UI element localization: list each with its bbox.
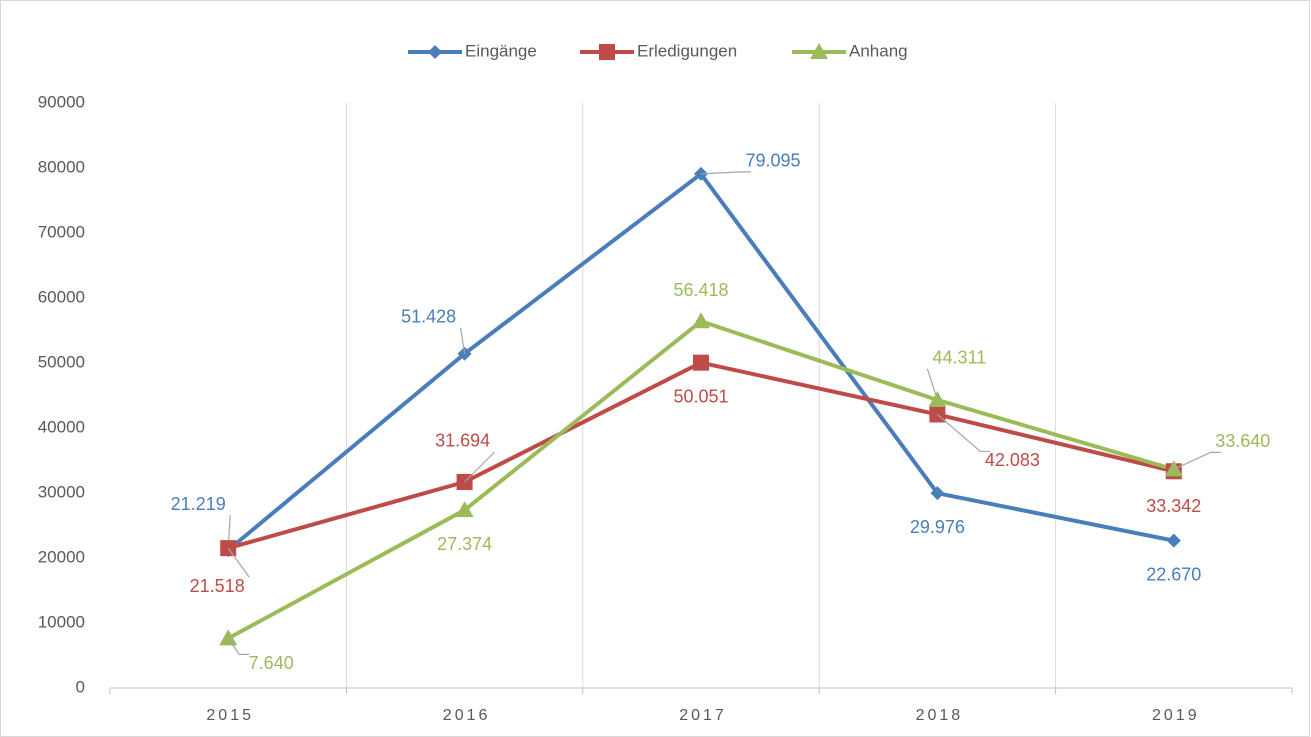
legend-marker bbox=[428, 45, 442, 59]
legend-label: Erledigungen bbox=[637, 41, 737, 60]
y-tick-label: 0 bbox=[76, 677, 85, 696]
data-label: 7.640 bbox=[249, 653, 294, 673]
x-tick-label: 2016 bbox=[443, 707, 491, 724]
marker bbox=[693, 354, 709, 371]
legend-label: Anhang bbox=[849, 41, 908, 60]
marker bbox=[219, 629, 238, 646]
y-tick-label: 60000 bbox=[38, 287, 85, 306]
y-tick-label: 40000 bbox=[38, 417, 85, 436]
data-label: 22.670 bbox=[1146, 564, 1201, 584]
leader-line bbox=[937, 414, 991, 453]
y-tick-label: 80000 bbox=[38, 157, 85, 176]
leader-line bbox=[464, 451, 496, 483]
legend-marker bbox=[810, 43, 828, 59]
y-tick-label: 90000 bbox=[38, 92, 85, 111]
marker bbox=[930, 486, 945, 501]
data-label: 27.374 bbox=[437, 534, 492, 554]
data-label: 21.219 bbox=[171, 494, 226, 514]
y-tick-label: 20000 bbox=[38, 547, 85, 566]
y-tick-label: 30000 bbox=[38, 482, 85, 501]
data-label: 79.095 bbox=[745, 151, 800, 171]
x-tick-label: 2017 bbox=[679, 707, 727, 724]
x-tick-label: 2015 bbox=[206, 707, 254, 724]
leader-line bbox=[460, 327, 466, 354]
data-label: 29.976 bbox=[910, 517, 965, 537]
marker bbox=[1166, 533, 1181, 548]
marker bbox=[1164, 460, 1183, 477]
leader-line bbox=[700, 171, 751, 175]
data-label: 50.051 bbox=[673, 386, 728, 406]
data-label: 42.083 bbox=[985, 450, 1040, 470]
x-tick-label: 2018 bbox=[916, 707, 964, 724]
x-tick-label: 2019 bbox=[1152, 707, 1200, 724]
leader-line bbox=[1173, 451, 1221, 470]
leader-line bbox=[926, 368, 938, 401]
data-label: 21.518 bbox=[190, 576, 245, 596]
data-label: 56.418 bbox=[673, 280, 728, 300]
data-label: 44.311 bbox=[933, 348, 987, 368]
marker bbox=[455, 501, 474, 518]
legend-marker bbox=[599, 44, 615, 60]
y-tick-label: 70000 bbox=[38, 222, 85, 241]
y-tick-label: 10000 bbox=[38, 612, 85, 631]
marker bbox=[692, 312, 710, 329]
data-label: 31.694 bbox=[435, 431, 490, 451]
leader-line bbox=[227, 547, 250, 578]
data-label: 33.342 bbox=[1146, 496, 1201, 516]
y-tick-label: 50000 bbox=[38, 352, 85, 371]
data-label: 33.640 bbox=[1215, 431, 1270, 451]
data-label: 51.428 bbox=[401, 306, 456, 326]
leader-line bbox=[227, 638, 250, 655]
legend-label: Eingänge bbox=[465, 41, 537, 60]
